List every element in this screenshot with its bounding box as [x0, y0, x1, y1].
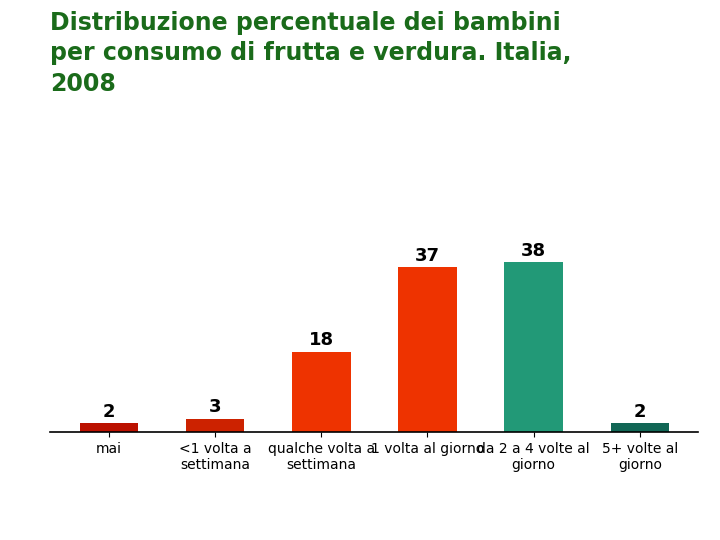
Text: 2: 2 [103, 403, 115, 421]
Bar [398, 267, 456, 432]
Text: 2: 2 [634, 403, 646, 421]
Text: 18: 18 [309, 332, 334, 349]
Bar [611, 423, 669, 432]
Bar [505, 262, 563, 432]
Bar [186, 418, 244, 432]
Text: 37: 37 [415, 247, 440, 265]
Text: 38: 38 [521, 242, 546, 260]
Text: Distribuzione percentuale dei bambini
per consumo di frutta e verdura. Italia,
2: Distribuzione percentuale dei bambini pe… [50, 11, 572, 96]
Bar [292, 352, 351, 432]
Bar [80, 423, 138, 432]
Text: 3: 3 [209, 399, 222, 416]
